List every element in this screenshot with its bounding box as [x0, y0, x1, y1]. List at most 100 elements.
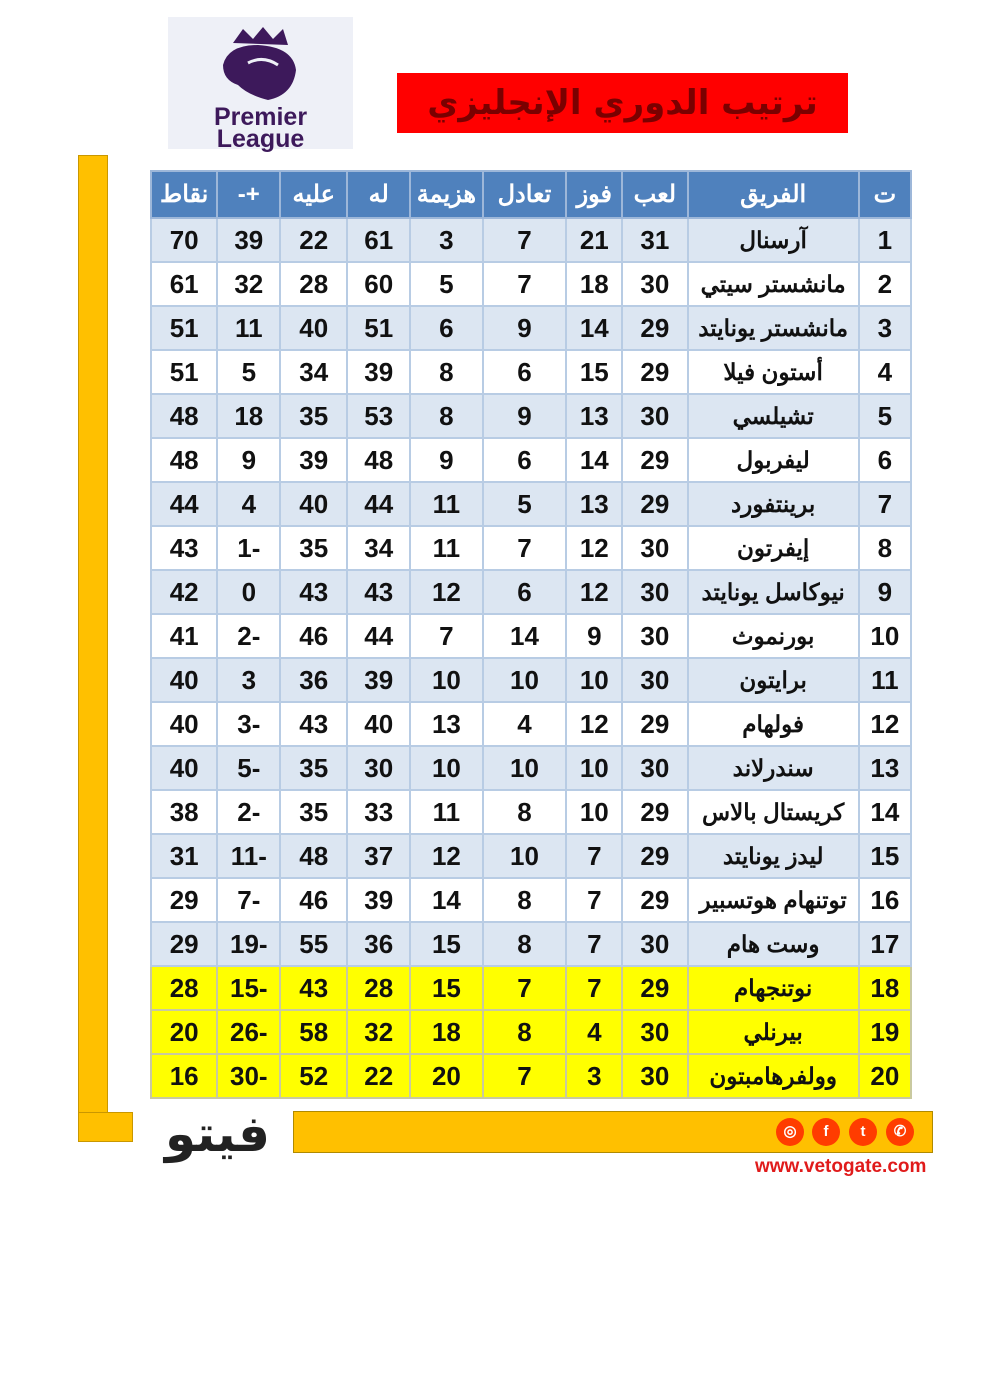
table-row: 11 برايتون 30 10 10 10 39 36 3 40 — [149, 657, 913, 703]
table-cell: 42 — [149, 569, 219, 615]
team-name: توتنهام هوتسبير — [686, 877, 860, 923]
table-cell: 28 — [279, 261, 349, 307]
table-cell: 10 — [409, 657, 484, 703]
table-cell: 9 — [216, 437, 282, 483]
table-cell: 15 — [565, 349, 624, 395]
table-cell: 4 — [481, 701, 568, 747]
table-cell: 43 — [346, 569, 412, 615]
team-name: إيفرتون — [686, 525, 860, 571]
table-cell: 53 — [346, 393, 412, 439]
table-cell: 43 — [279, 569, 349, 615]
table-cell: 52 — [279, 1053, 349, 1099]
column-header: الفريق — [686, 170, 860, 219]
table-cell: 30 — [621, 261, 689, 307]
table-cell: 61 — [149, 261, 219, 307]
table-cell: 5 — [409, 261, 484, 307]
table-cell: 55 — [279, 921, 349, 967]
table-cell: 0 — [216, 569, 282, 615]
table-cell: 4 — [216, 481, 282, 527]
table-cell: 7 — [409, 613, 484, 659]
table-cell: 3 — [216, 657, 282, 703]
table-cell: 35 — [279, 789, 349, 835]
table-cell: 7 — [481, 525, 568, 571]
team-name: وولفرهامبتون — [686, 1053, 860, 1099]
table-cell: 4 — [857, 349, 913, 395]
table-cell: 30 — [346, 745, 412, 791]
table-cell: 48 — [346, 437, 412, 483]
table-cell: 29 — [621, 877, 689, 923]
table-cell: 40 — [149, 701, 219, 747]
table-cell: 9 — [565, 613, 624, 659]
column-header: عليه — [279, 170, 349, 219]
table-cell: 12 — [857, 701, 913, 747]
team-name: بورنموث — [686, 613, 860, 659]
team-name: ليدز يونايتد — [686, 833, 860, 879]
table-cell: 7 — [857, 481, 913, 527]
table-cell: 14 — [481, 613, 568, 659]
table-cell: -11 — [216, 833, 282, 879]
table-cell: 60 — [346, 261, 412, 307]
website-link[interactable]: www.vetogate.com — [755, 1156, 927, 1177]
table-cell: 17 — [857, 921, 913, 967]
table-cell: 8 — [857, 525, 913, 571]
table-cell: 5 — [216, 349, 282, 395]
twitter-icon[interactable]: t — [849, 1118, 877, 1146]
table-cell: 18 — [565, 261, 624, 307]
table-cell: 46 — [279, 613, 349, 659]
table-cell: 29 — [621, 305, 689, 351]
column-header: له — [346, 170, 412, 219]
table-cell: 13 — [857, 745, 913, 791]
table-cell: 11 — [857, 657, 913, 703]
table-cell: 12 — [565, 701, 624, 747]
whatsapp-icon[interactable]: ✆ — [886, 1118, 914, 1146]
table-cell: 35 — [279, 525, 349, 571]
table-cell: 15 — [409, 965, 484, 1011]
table-cell: 30 — [621, 613, 689, 659]
table-cell: 22 — [346, 1053, 412, 1099]
table-cell: -19 — [216, 921, 282, 967]
table-cell: 39 — [216, 217, 282, 263]
table-cell: 10 — [481, 833, 568, 879]
table-cell: -26 — [216, 1009, 282, 1055]
table-cell: 10 — [565, 657, 624, 703]
table-cell: 16 — [149, 1053, 219, 1099]
table-cell: 14 — [409, 877, 484, 923]
table-cell: 15 — [857, 833, 913, 879]
facebook-icon[interactable]: f — [812, 1118, 840, 1146]
table-cell: 7 — [481, 965, 568, 1011]
table-cell: 37 — [346, 833, 412, 879]
team-name: فولهام — [686, 701, 860, 747]
table-cell: 33 — [346, 789, 412, 835]
table-cell: 6 — [409, 305, 484, 351]
table-cell: 36 — [346, 921, 412, 967]
table-cell: 11 — [409, 525, 484, 571]
table-cell: 30 — [621, 569, 689, 615]
table-cell: -15 — [216, 965, 282, 1011]
team-name: مانشستر يونايتد — [686, 305, 860, 351]
table-cell: 36 — [279, 657, 349, 703]
table-cell: 11 — [216, 305, 282, 351]
decorative-bar — [78, 155, 108, 1142]
table-cell: -7 — [216, 877, 282, 923]
team-name: برايتون — [686, 657, 860, 703]
table-row: 17 وست هام 30 7 8 15 36 55 -19 29 — [149, 921, 913, 967]
table-cell: 13 — [565, 481, 624, 527]
premier-league-logo: Premier League — [168, 17, 353, 153]
instagram-icon[interactable]: ◎ — [776, 1118, 804, 1146]
table-row: 5 تشيلسي 30 13 9 8 53 35 18 48 — [149, 393, 913, 439]
table-row: 15 ليدز يونايتد 29 7 10 12 37 48 -11 31 — [149, 833, 913, 879]
table-header: ت الفريق لعب فوز تعادل هزيمة له عليه +- نقاط — [149, 170, 913, 219]
table-cell: 18 — [409, 1009, 484, 1055]
table-cell: 6 — [481, 349, 568, 395]
team-name: نيوكاسل يونايتد — [686, 569, 860, 615]
table-row: 6 ليفربول 29 14 6 9 48 39 9 48 — [149, 437, 913, 483]
table-cell: 13 — [409, 701, 484, 747]
team-name: آرسنال — [686, 217, 860, 263]
team-name: كريستال بالاس — [686, 789, 860, 835]
table-cell: 3 — [857, 305, 913, 351]
table-cell: 40 — [149, 745, 219, 791]
table-cell: 10 — [565, 789, 624, 835]
logo-text: League — [216, 125, 305, 153]
table-cell: 39 — [346, 657, 412, 703]
